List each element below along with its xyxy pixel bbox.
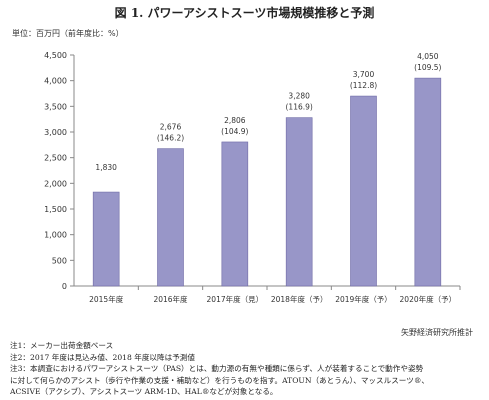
bar-value-label: 2,806 bbox=[224, 116, 246, 125]
x-category-label: 2019年度（予） bbox=[335, 294, 392, 304]
bar bbox=[221, 141, 249, 287]
bar-value-label: 3,280 bbox=[288, 92, 310, 101]
bar-value-label: 2,676 bbox=[160, 123, 182, 132]
note-2: 注2：2017 年度は見込み値、2018 年度以降は予測値 bbox=[10, 352, 195, 362]
y-tick-label: 0 bbox=[62, 282, 67, 291]
x-category-label: 2020年度（予） bbox=[400, 294, 457, 304]
x-category-label: 2018年度（予） bbox=[271, 294, 328, 304]
y-tick-label: 2,000 bbox=[44, 179, 67, 188]
y-tick-label: 500 bbox=[52, 256, 67, 265]
bar bbox=[414, 77, 442, 287]
y-tick-label: 4,000 bbox=[44, 77, 67, 86]
y-tick-label: 1,500 bbox=[44, 205, 67, 214]
y-tick-label: 2,500 bbox=[44, 154, 67, 163]
unit-label: 単位：百万円（前年度比：%） bbox=[12, 29, 124, 38]
y-tick-label: 1,000 bbox=[44, 231, 67, 240]
bar-value-label: 4,050 bbox=[417, 52, 439, 61]
x-category-label: 2017年度（見） bbox=[207, 294, 264, 304]
y-tick-label: 3,500 bbox=[44, 102, 67, 111]
bar bbox=[350, 95, 377, 287]
y-tick-label: 3,000 bbox=[44, 128, 67, 137]
bar-value-label: 3,700 bbox=[353, 70, 375, 79]
bar-growth-label: (146.2) bbox=[157, 134, 184, 143]
note-3-end: ACSIVE（アクシブ）、アシストスーツ ARM-1D、HAL®などが対象となる… bbox=[10, 387, 278, 397]
bar-growth-label: (109.5) bbox=[414, 63, 441, 72]
bar bbox=[285, 117, 313, 287]
bar-value-label: 1,830 bbox=[95, 163, 117, 172]
bar-growth-label: (112.8) bbox=[350, 81, 377, 90]
bar-chart: 0 500 1,000 1,500 2,000 2,500 3,000 3,500 4,000 4… bbox=[44, 51, 461, 304]
notes: 注1：メーカー出荷金額ベース 注2：2017 年度は見込み値、2018 年度以降… bbox=[10, 340, 480, 398]
chart-title: 図 1. パワーアシストスーツ市場規模推移と予測 bbox=[114, 6, 375, 20]
y-tick-label: 4,500 bbox=[44, 51, 67, 60]
bar-growth-label: (104.9) bbox=[221, 127, 248, 136]
note-3-cont: に対して何らかのアシスト（歩行や作業の支援・補助など）を行うものを指す。ATOU… bbox=[10, 375, 430, 385]
source-label: 矢野経済研究所推計 bbox=[401, 328, 473, 337]
note-3: 注3：本調査におけるパワーアシストスーツ（PAS）とは、動力源の有無や種類に係ら… bbox=[10, 364, 424, 374]
note-1: 注1：メーカー出荷金額ベース bbox=[10, 341, 114, 350]
x-category-label: 2015年度 bbox=[89, 294, 124, 304]
bar bbox=[92, 191, 120, 287]
bar-growth-label: (116.9) bbox=[286, 103, 313, 112]
bar bbox=[157, 148, 184, 287]
x-category-label: 2016年度 bbox=[153, 294, 188, 304]
